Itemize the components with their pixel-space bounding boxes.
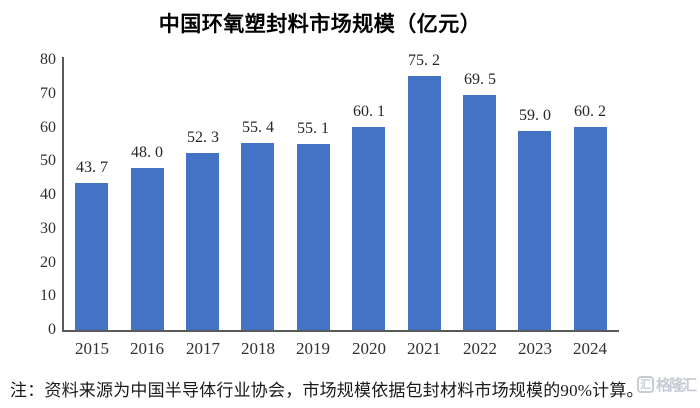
y-tick-label: 20 xyxy=(40,254,56,271)
bar-value-label: 48. 0 xyxy=(131,144,163,161)
bar-value-label: 55. 1 xyxy=(297,120,329,137)
bar-2018 xyxy=(241,143,274,330)
gelonghui-logo-icon: 汇 xyxy=(636,376,654,393)
x-tick-label: 2016 xyxy=(130,339,164,358)
gelonghui-watermark-text: 格隆汇 xyxy=(655,377,697,394)
x-tick-label: 2023 xyxy=(518,339,552,358)
bar-2024 xyxy=(574,127,607,330)
bar-2022 xyxy=(463,95,496,330)
bar-2016 xyxy=(131,168,164,330)
bar-value-label: 60. 1 xyxy=(353,103,385,120)
y-tick-label: 80 xyxy=(40,51,56,68)
x-tick-label: 2019 xyxy=(296,339,330,358)
source-note: 注：资料来源为中国半导体行业协会，市场规模依据包封材料市场规模的90%计算。 xyxy=(10,381,644,400)
bar-2021 xyxy=(408,76,441,330)
x-tick-label: 2021 xyxy=(407,339,441,358)
y-tick-label: 10 xyxy=(40,287,56,304)
bar-value-label: 43. 7 xyxy=(76,159,108,176)
bar-2019 xyxy=(297,144,330,330)
x-tick-label: 2024 xyxy=(573,339,607,358)
bar-value-label: 60. 2 xyxy=(574,103,606,120)
bar-chart: 0 10 20 30 40 50 60 70 80 43. 7 48. 0 52. 3 55. 4 55… xyxy=(40,51,619,358)
bar-2017 xyxy=(186,153,219,330)
bar-value-label: 52. 3 xyxy=(187,129,219,146)
gelonghui-watermark: 汇 格隆汇 xyxy=(633,372,698,397)
bar-2015 xyxy=(75,183,108,330)
y-tick-label: 70 xyxy=(40,85,56,102)
x-tick-label: 2017 xyxy=(186,339,220,358)
y-tick-label: 60 xyxy=(40,119,56,136)
bar-value-label: 55. 4 xyxy=(242,119,274,136)
bar-value-label: 75. 2 xyxy=(408,52,440,69)
x-tick-label: 2022 xyxy=(463,339,497,358)
y-tick-label: 50 xyxy=(40,152,56,169)
bar-value-label: 59. 0 xyxy=(519,107,551,124)
y-axis-line xyxy=(62,57,64,332)
bar-2020 xyxy=(352,127,385,330)
y-tick-label: 30 xyxy=(40,220,56,237)
x-tick-label: 2015 xyxy=(75,339,109,358)
bar-2023 xyxy=(518,131,551,330)
bar-value-label: 69. 5 xyxy=(464,71,496,88)
x-tick-label: 2018 xyxy=(241,339,275,358)
y-tick-label: 0 xyxy=(48,321,56,338)
x-axis-line xyxy=(62,330,619,332)
x-tick-label: 2020 xyxy=(352,339,386,358)
chart-title: 中国环氧塑封料市场规模（亿元） xyxy=(158,12,482,36)
y-tick-label: 40 xyxy=(40,186,56,203)
